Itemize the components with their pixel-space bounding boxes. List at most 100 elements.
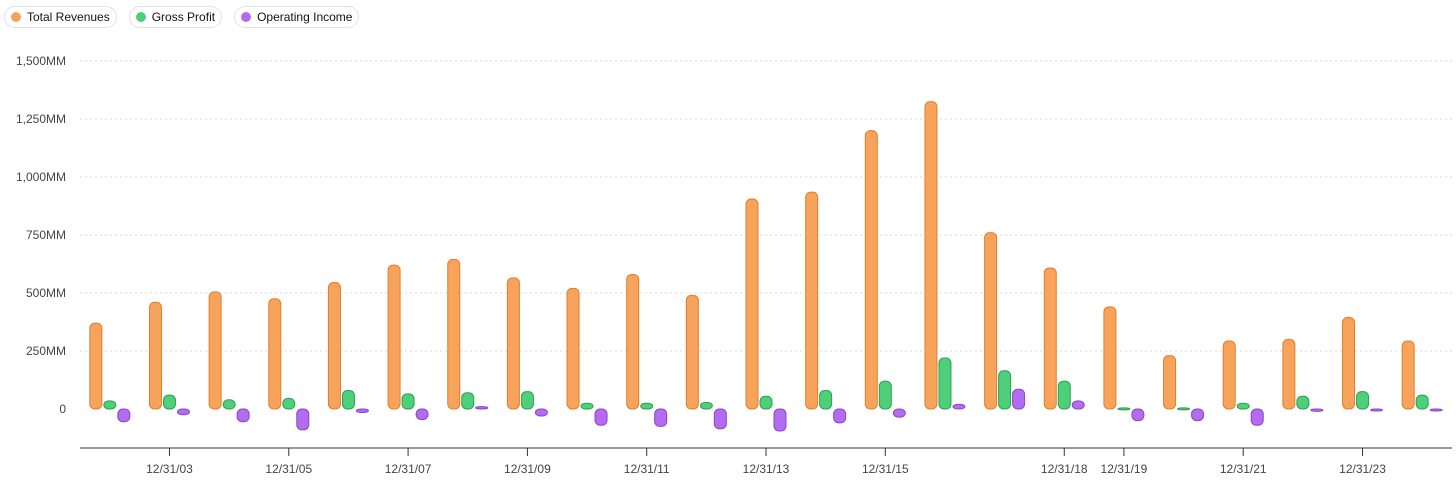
bar-operating-income[interactable] (654, 408, 668, 427)
bar-gross-profit[interactable] (998, 370, 1012, 410)
bar-gross-profit[interactable] (640, 402, 654, 410)
bar-gross-profit[interactable] (1356, 391, 1370, 410)
bar-total-revenues[interactable] (685, 294, 699, 410)
bar-total-revenues[interactable] (1342, 316, 1356, 410)
bar-operating-income[interactable] (773, 408, 787, 432)
bar-total-revenues[interactable] (506, 277, 520, 410)
bar-operating-income[interactable] (594, 408, 608, 426)
bar-gross-profit[interactable] (1415, 394, 1429, 410)
total-revenues-swatch-icon (11, 12, 21, 22)
bar-gross-profit[interactable] (1117, 407, 1131, 411)
y-tick-label: 1,000MM (16, 170, 66, 184)
bar-total-revenues[interactable] (1163, 355, 1177, 410)
x-tick-label: 12/31/09 (504, 462, 551, 476)
bar-operating-income[interactable] (236, 408, 250, 423)
bar-total-revenues[interactable] (1401, 340, 1415, 410)
bar-total-revenues[interactable] (208, 291, 222, 410)
bar-gross-profit[interactable] (699, 402, 713, 410)
x-tick-label: 12/31/21 (1220, 462, 1267, 476)
bar-operating-income[interactable] (1012, 388, 1026, 410)
x-tick-label: 12/31/11 (624, 462, 670, 476)
bar-operating-income[interactable] (1310, 408, 1324, 412)
bar-total-revenues[interactable] (864, 130, 878, 410)
x-axis: 12/31/03 12/31/05 12/31/07 12/31/09 12/31/11… (80, 447, 1452, 476)
bar-gross-profit[interactable] (222, 399, 236, 410)
y-tick-label: 1,250MM (16, 112, 66, 126)
y-tick-label: 500MM (26, 286, 66, 300)
bar-gross-profit[interactable] (461, 392, 475, 410)
bar-gross-profit[interactable] (520, 391, 534, 410)
legend-item-operating-income[interactable]: Operating Income (234, 6, 360, 28)
legend-label: Operating Income (257, 10, 353, 24)
bar-total-revenues[interactable] (1282, 338, 1296, 410)
grid-lines: 0 250MM 500MM 750MM 1,000MM 1,250MM 1,500MM (16, 54, 1452, 416)
bar-total-revenues[interactable] (924, 101, 938, 410)
chart-legend: Total Revenues Gross Profit Operating In… (4, 6, 360, 28)
bar-gross-profit[interactable] (1057, 380, 1071, 410)
bar-gross-profit[interactable] (878, 380, 892, 410)
bar-total-revenues[interactable] (148, 301, 162, 410)
bar-operating-income[interactable] (176, 408, 190, 416)
bar-gross-profit[interactable] (819, 389, 833, 410)
legend-label: Gross Profit (151, 10, 216, 24)
bar-total-revenues[interactable] (89, 322, 103, 410)
bar-operating-income[interactable] (1250, 408, 1264, 426)
bar-gross-profit[interactable] (103, 400, 117, 410)
bar-total-revenues[interactable] (387, 264, 401, 410)
bar-total-revenues[interactable] (984, 232, 998, 410)
bar-gross-profit[interactable] (341, 389, 355, 410)
x-tick-label: 12/31/19 (1101, 462, 1148, 476)
bar-gross-profit[interactable] (580, 402, 594, 410)
legend-item-total-revenues[interactable]: Total Revenues (4, 6, 117, 28)
bar-operating-income[interactable] (534, 408, 548, 417)
bar-total-revenues[interactable] (805, 191, 819, 410)
bar-operating-income[interactable] (117, 408, 131, 423)
bar-operating-income[interactable] (952, 403, 966, 410)
gross-profit-swatch-icon (135, 12, 146, 22)
bar-total-revenues[interactable] (566, 287, 580, 410)
operating-income-swatch-icon (241, 12, 252, 22)
bar-operating-income[interactable] (475, 406, 489, 410)
bar-operating-income[interactable] (1429, 408, 1443, 412)
bar-operating-income[interactable] (355, 408, 369, 413)
x-tick-label: 12/31/05 (265, 462, 312, 476)
bar-operating-income[interactable] (833, 408, 847, 424)
bar-operating-income[interactable] (1191, 408, 1205, 422)
bar-operating-income[interactable] (713, 408, 727, 430)
bar-gross-profit[interactable] (1177, 407, 1191, 411)
bars (89, 101, 1443, 432)
y-tick-label: 250MM (26, 344, 66, 358)
bar-total-revenues[interactable] (447, 258, 461, 410)
bar-total-revenues[interactable] (1103, 306, 1117, 410)
y-tick-label: 1,500MM (16, 54, 66, 68)
bar-operating-income[interactable] (1370, 408, 1384, 412)
x-tick-label: 12/31/07 (385, 462, 432, 476)
bar-total-revenues[interactable] (626, 273, 640, 410)
bar-gross-profit[interactable] (282, 398, 296, 410)
x-tick-label: 12/31/03 (146, 462, 193, 476)
bar-total-revenues[interactable] (745, 198, 759, 410)
bar-total-revenues[interactable] (268, 298, 282, 410)
bar-operating-income[interactable] (1071, 400, 1085, 410)
legend-label: Total Revenues (27, 10, 110, 24)
bar-gross-profit[interactable] (162, 394, 176, 410)
bar-gross-profit[interactable] (401, 393, 415, 410)
bar-operating-income[interactable] (296, 408, 310, 431)
bar-total-revenues[interactable] (327, 282, 341, 410)
bar-gross-profit[interactable] (938, 357, 952, 410)
y-tick-label: 0 (59, 402, 66, 416)
bar-gross-profit[interactable] (1236, 402, 1250, 410)
bar-operating-income[interactable] (1131, 408, 1145, 422)
bar-gross-profit[interactable] (759, 395, 773, 410)
bar-operating-income[interactable] (892, 408, 906, 418)
bar-total-revenues[interactable] (1043, 267, 1057, 410)
bar-gross-profit[interactable] (1296, 395, 1310, 410)
y-tick-label: 750MM (26, 228, 66, 242)
legend-item-gross-profit[interactable]: Gross Profit (128, 6, 223, 28)
bar-operating-income[interactable] (415, 408, 429, 420)
x-tick-label: 12/31/18 (1041, 462, 1088, 476)
x-tick-label: 12/31/23 (1339, 462, 1386, 476)
x-tick-label: 12/31/13 (743, 462, 790, 476)
bar-total-revenues[interactable] (1222, 340, 1236, 410)
